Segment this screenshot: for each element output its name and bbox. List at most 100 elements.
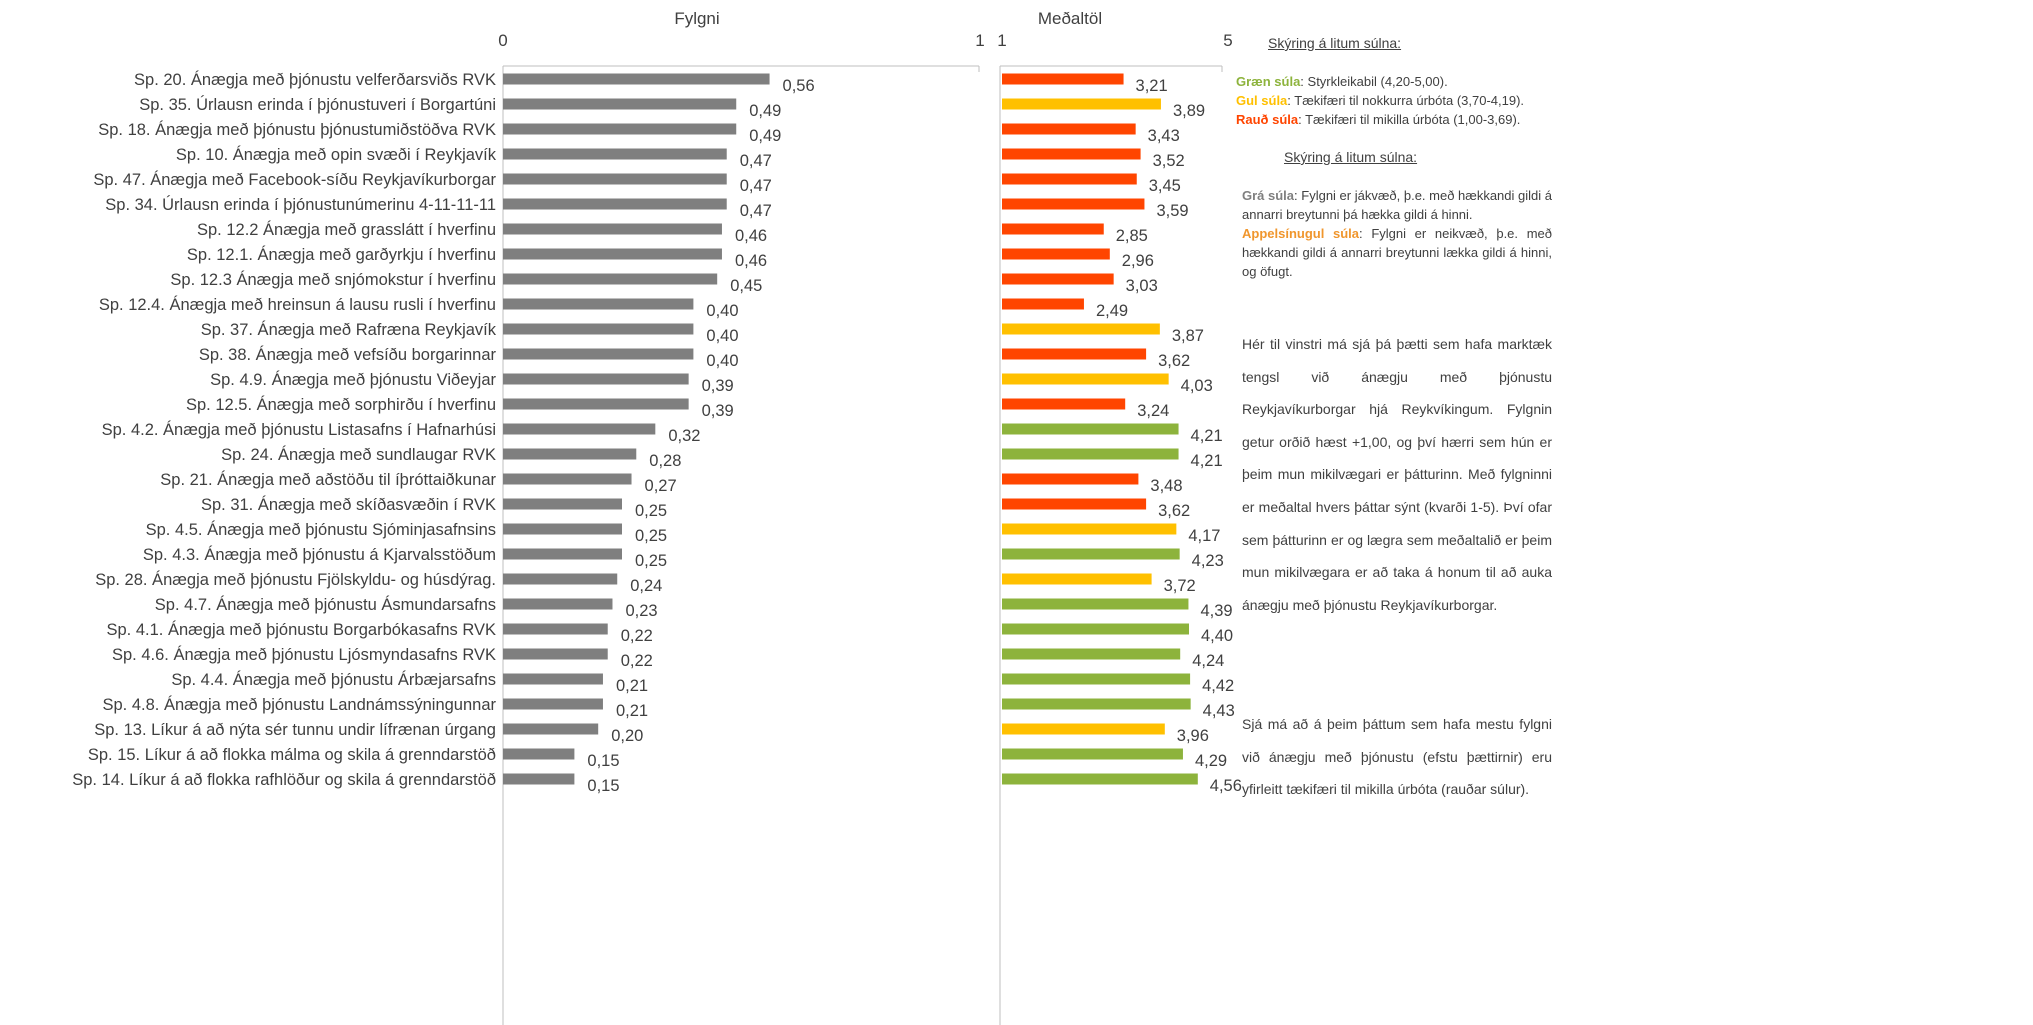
medaltol-value-label: 3,48 [1150,477,1182,495]
medaltol-value-label: 4,40 [1201,627,1233,645]
legend-yellow-label: Gul súla [1236,93,1288,108]
legend-red: Rauð súla: Tækifæri til mikilla úrbóta (… [1236,110,1572,129]
fylgni-bar [503,123,737,135]
legend-orange-text: : Fylgni er neikvæð, þ.e. með hækkandi g… [1242,226,1552,279]
fylgni-value-label: 0,40 [706,302,738,320]
medaltol-value-label: 3,24 [1137,402,1169,420]
fylgni-value-label: 0,15 [587,777,619,795]
fylgni-bar [503,348,694,360]
medaltol-value-label: 3,62 [1158,352,1190,370]
fylgni-value-label: 0,28 [649,452,681,470]
fylgni-value-label: 0,20 [611,727,643,745]
fylgni-value-label: 0,49 [749,102,781,120]
medaltol-bar [1002,323,1160,335]
legend-heading-2: Skýring á litum súlna: [1236,148,1620,167]
fylgni-bar [503,298,694,310]
category-label: Sp. 12.2 Ánægja með grasslátt í hverfinu [197,220,496,239]
medaltol-value-label: 3,43 [1148,127,1180,145]
fylgni-value-label: 0,47 [740,202,772,220]
medaltol-bar [1002,248,1110,260]
fylgni-tick-1: 1 [975,31,984,50]
medaltol-bar [1002,498,1147,510]
category-label: Sp. 34. Úrlausn erinda í þjónustunúmerin… [105,195,496,214]
fylgni-bar [503,248,722,260]
medaltol-bar [1002,698,1191,710]
legend-heading-2-text: Skýring á litum súlna: [1284,149,1418,165]
fylgni-bar [503,748,575,760]
fylgni-value-label: 0,40 [706,327,738,345]
fylgni-value-label: 0,27 [645,477,677,495]
legend-orange: Appelsínugul súla: Fylgni er neikvæð, þ.… [1242,224,1552,281]
explanation-paragraph-2: Sjá má að á þeim þáttum sem hafa mestu f… [1242,716,1552,798]
medaltol-value-label: 3,21 [1136,77,1168,95]
fylgni-bar [503,448,637,460]
category-label: Sp. 15. Líkur á að flokka málma og skila… [88,746,496,764]
category-label: Sp. 10. Ánægja með opin svæði í Reykjaví… [176,145,497,164]
fylgni-bar [503,323,694,335]
fylgni-bar [503,723,599,735]
category-label: Sp. 4.1. Ánægja með þjónustu Borgarbókas… [106,620,496,639]
category-label: Sp. 4.9. Ánægja með þjónustu Viðeyjar [210,370,496,389]
medaltol-bar [1002,548,1180,560]
medaltol-bar [1002,123,1136,135]
fylgni-title: Fylgni [674,9,719,28]
fylgni-bar [503,573,618,585]
legend-yellow-text: : Tækifæri til nokkurra úrbóta (3,70-4,1… [1287,93,1525,108]
medaltol-bar [1002,573,1152,585]
medaltol-bar [1002,598,1189,610]
medaltol-value-label: 3,89 [1173,102,1205,120]
legend-green-text: : Styrkleikabil (4,20-5,00). [1300,74,1448,89]
category-label: Sp. 12.4. Ánægja með hreinsun á lausu ru… [99,295,496,314]
medaltol-value-label: 2,49 [1096,302,1128,320]
fylgni-value-label: 0,25 [635,552,667,570]
category-label: Sp. 4.2. Ánægja með þjónustu Listasafns … [102,420,496,439]
fylgni-tick-0: 0 [498,31,507,50]
fylgni-bar [503,73,770,85]
fylgni-value-label: 0,21 [616,677,648,695]
fylgni-bar [503,198,727,210]
fylgni-value-label: 0,22 [621,652,653,670]
medaltol-bar [1002,223,1104,235]
medaltol-value-label: 4,03 [1181,377,1213,395]
medaltol-value-label: 4,21 [1191,452,1223,470]
medaltol-value-label: 4,39 [1200,602,1232,620]
medaltol-value-label: 2,96 [1122,252,1154,270]
fylgni-bar [503,223,722,235]
fylgni-bar [503,623,608,635]
category-label: Sp. 18. Ánægja með þjónustu þjónustumiðs… [98,120,496,139]
medaltol-bar [1002,398,1126,410]
fylgni-value-label: 0,45 [730,277,762,295]
category-label: Sp. 12.5. Ánægja með sorphirðu í hverfin… [186,395,496,414]
fylgni-bar [503,698,603,710]
medaltol-bar [1002,273,1114,285]
category-label: Sp. 4.3. Ánægja með þjónustu á Kjarvalss… [143,545,496,564]
category-label: Sp. 24. Ánægja með sundlaugar RVK [221,445,496,464]
medaltol-value-label: 4,21 [1191,427,1223,445]
medaltol-bar [1002,748,1183,760]
fylgni-value-label: 0,22 [621,627,653,645]
legend-yellow: Gul súla: Tækifæri til nokkurra úrbóta (… [1236,91,1572,110]
medaltol-bar [1002,448,1179,460]
fylgni-bar [503,598,613,610]
medaltol-value-label: 4,24 [1192,652,1224,670]
fylgni-chart: Fylgni 0 1 Sp. 20. Ánægja með þjónustu v… [72,9,985,1025]
fylgni-bar [503,648,608,660]
medaltol-bar [1002,723,1165,735]
medaltol-bar [1002,173,1137,185]
medaltol-value-label: 4,17 [1188,527,1220,545]
medaltol-bar [1002,348,1147,360]
fylgni-value-label: 0,47 [740,152,772,170]
fylgni-bar [503,548,622,560]
medaltol-value-label: 3,52 [1153,152,1185,170]
legend-grey-text: : Fylgni er jákvæð, þ.e. með hækkandi gi… [1242,188,1552,222]
fylgni-value-label: 0,15 [587,752,619,770]
legend-red-text: : Tækifæri til mikilla úrbóta (1,00-3,69… [1298,112,1521,127]
fylgni-bar [503,398,689,410]
medaltol-value-label: 3,03 [1126,277,1158,295]
medaltol-value-label: 4,43 [1203,702,1235,720]
fylgni-bar [503,423,656,435]
category-label: Sp. 4.6. Ánægja með þjónustu Ljósmyndasa… [112,645,496,664]
fylgni-value-label: 0,25 [635,527,667,545]
medaltol-bar [1002,648,1181,660]
